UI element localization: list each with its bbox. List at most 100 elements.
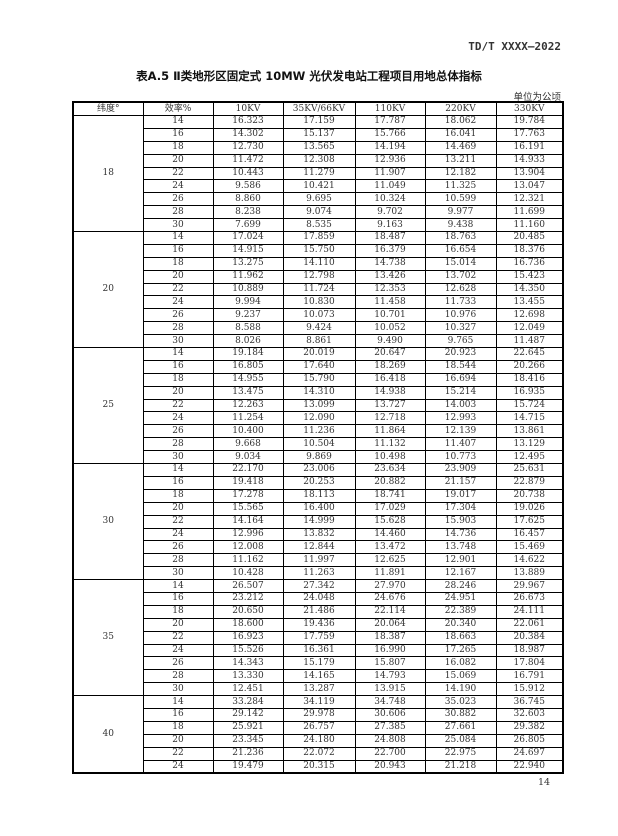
value-110kv-cell: 27.970 xyxy=(354,579,426,593)
value-10kv-cell: 14.955 xyxy=(212,372,284,387)
value-110kv-cell: 14.738 xyxy=(354,256,426,271)
value-220kv-cell: 15.069 xyxy=(424,669,497,684)
value-220kv-cell: 14.190 xyxy=(424,682,497,697)
table-row: 20 14 17.024 17.859 18.487 18.763 20.485 xyxy=(72,231,564,349)
value-330kv-cell: 17.625 xyxy=(495,514,564,529)
value-330kv-cell: 11.160 xyxy=(495,218,564,233)
value-330kv-cell: 22.940 xyxy=(495,759,564,774)
table-body: 18 14 16.323 17.159 17.787 18.062 19.784 16 14.3… xyxy=(72,114,564,774)
value-110kv-cell: 20.064 xyxy=(354,617,426,632)
table-row: 24 11.254 12.090 12.718 12.993 14.715 xyxy=(73,411,564,426)
efficiency-cell: 22 xyxy=(142,514,214,529)
value-330kv-cell: 16.736 xyxy=(495,256,564,271)
efficiency-cell: 14 xyxy=(142,115,214,129)
value-110kv-cell: 11.132 xyxy=(354,437,426,452)
table-row: 18 12.730 13.565 14.194 14.469 16.191 xyxy=(73,140,564,155)
efficiency-cell: 20 xyxy=(142,501,214,516)
value-220kv-cell: 11.733 xyxy=(424,295,497,310)
value-35-66kv-cell: 15.750 xyxy=(282,243,356,258)
value-10kv-cell: 25.921 xyxy=(212,720,284,735)
value-220kv-cell: 14.469 xyxy=(424,140,497,155)
value-10kv-cell: 8.238 xyxy=(212,205,284,220)
unit-label: 单位为公顷 xyxy=(513,92,561,103)
value-110kv-cell: 15.628 xyxy=(354,514,426,529)
value-220kv-cell: 22.389 xyxy=(424,604,497,619)
value-220kv-cell: 12.628 xyxy=(424,282,497,297)
value-10kv-cell: 7.699 xyxy=(212,218,284,233)
value-110kv-cell: 14.793 xyxy=(354,669,426,684)
value-35-66kv-cell: 23.006 xyxy=(282,463,356,477)
value-110kv-cell: 24.808 xyxy=(354,733,426,748)
table-row: 18 20.650 21.486 22.114 22.389 24.111 xyxy=(73,604,564,619)
latitude-cell: 20 xyxy=(72,231,144,349)
table-row: 35 14 26.507 27.342 27.970 28.246 29.967 xyxy=(72,579,564,697)
efficiency-cell: 30 xyxy=(142,450,214,465)
value-35-66kv-cell: 8.861 xyxy=(282,334,356,349)
efficiency-cell: 18 xyxy=(142,256,214,271)
column-header-efficiency: 效率% xyxy=(142,101,214,116)
efficiency-cell: 20 xyxy=(142,733,214,748)
value-330kv-cell: 14.350 xyxy=(495,282,564,297)
value-330kv-cell: 12.495 xyxy=(495,450,564,465)
value-330kv-cell: 22.061 xyxy=(495,617,564,632)
efficiency-cell: 16 xyxy=(142,243,214,258)
value-35-66kv-cell: 9.869 xyxy=(282,450,356,465)
latitude-cell: 25 xyxy=(72,347,144,465)
table-row: 24 15.526 16.361 16.990 17.265 18.987 xyxy=(73,643,564,658)
value-110kv-cell: 18.387 xyxy=(354,630,426,645)
value-10kv-cell: 11.472 xyxy=(212,153,284,168)
value-35-66kv-cell: 21.486 xyxy=(282,604,356,619)
value-110kv-cell: 18.741 xyxy=(354,488,426,503)
efficiency-cell: 22 xyxy=(142,282,214,297)
value-110kv-cell: 20.882 xyxy=(354,475,426,490)
value-220kv-cell: 18.663 xyxy=(424,630,497,645)
table-row: 16 16.805 17.640 18.269 18.544 20.266 xyxy=(73,359,564,374)
value-330kv-cell: 11.699 xyxy=(495,205,564,220)
value-330kv-cell: 17.804 xyxy=(495,656,564,671)
table-row: 40 14 33.284 34.119 34.748 35.023 36.745 xyxy=(72,695,564,774)
value-110kv-cell: 11.458 xyxy=(354,295,426,310)
value-220kv-cell: 14.736 xyxy=(424,527,497,542)
value-10kv-cell: 33.284 xyxy=(212,695,284,709)
value-220kv-cell: 16.041 xyxy=(424,127,497,142)
efficiency-cell: 20 xyxy=(142,617,214,632)
value-10kv-cell: 16.805 xyxy=(212,359,284,374)
table-row: 20 13.475 14.310 14.938 15.214 16.935 xyxy=(73,385,564,400)
value-35-66kv-cell: 27.342 xyxy=(282,579,356,593)
value-330kv-cell: 29.382 xyxy=(495,720,564,735)
value-110kv-cell: 20.943 xyxy=(354,759,426,774)
efficiency-cell: 24 xyxy=(142,643,214,658)
efficiency-cell: 22 xyxy=(142,746,214,761)
value-10kv-cell: 13.275 xyxy=(212,256,284,271)
value-110kv-cell: 13.426 xyxy=(354,269,426,284)
value-110kv-cell: 27.385 xyxy=(354,720,426,735)
value-330kv-cell: 15.912 xyxy=(495,682,564,697)
value-35-66kv-cell: 16.361 xyxy=(282,643,356,658)
column-header-10kv: 10KV xyxy=(212,101,284,116)
value-10kv-cell: 9.586 xyxy=(212,179,284,194)
efficiency-cell: 18 xyxy=(142,372,214,387)
efficiency-cell: 22 xyxy=(142,630,214,645)
value-10kv-cell: 9.034 xyxy=(212,450,284,465)
value-10kv-cell: 12.730 xyxy=(212,140,284,155)
value-330kv-cell: 14.715 xyxy=(495,411,564,426)
efficiency-cell: 26 xyxy=(142,308,214,323)
efficiency-cell: 18 xyxy=(142,720,214,735)
value-35-66kv-cell: 10.421 xyxy=(282,179,356,194)
efficiency-cell: 16 xyxy=(142,359,214,374)
column-header-35-66kv: 35KV/66KV xyxy=(282,101,356,116)
efficiency-cell: 26 xyxy=(142,424,214,439)
value-10kv-cell: 11.162 xyxy=(212,553,284,568)
value-35-66kv-cell: 15.790 xyxy=(282,372,356,387)
value-330kv-cell: 24.697 xyxy=(495,746,564,761)
value-35-66kv-cell: 12.090 xyxy=(282,411,356,426)
value-110kv-cell: 13.727 xyxy=(354,398,426,413)
value-35-66kv-cell: 20.315 xyxy=(282,759,356,774)
efficiency-cell: 24 xyxy=(142,295,214,310)
value-110kv-cell: 22.114 xyxy=(354,604,426,619)
value-330kv-cell: 13.904 xyxy=(495,166,564,181)
value-10kv-cell: 21.236 xyxy=(212,746,284,761)
value-220kv-cell: 27.661 xyxy=(424,720,497,735)
efficiency-cell: 14 xyxy=(142,231,214,245)
value-330kv-cell: 16.457 xyxy=(495,527,564,542)
